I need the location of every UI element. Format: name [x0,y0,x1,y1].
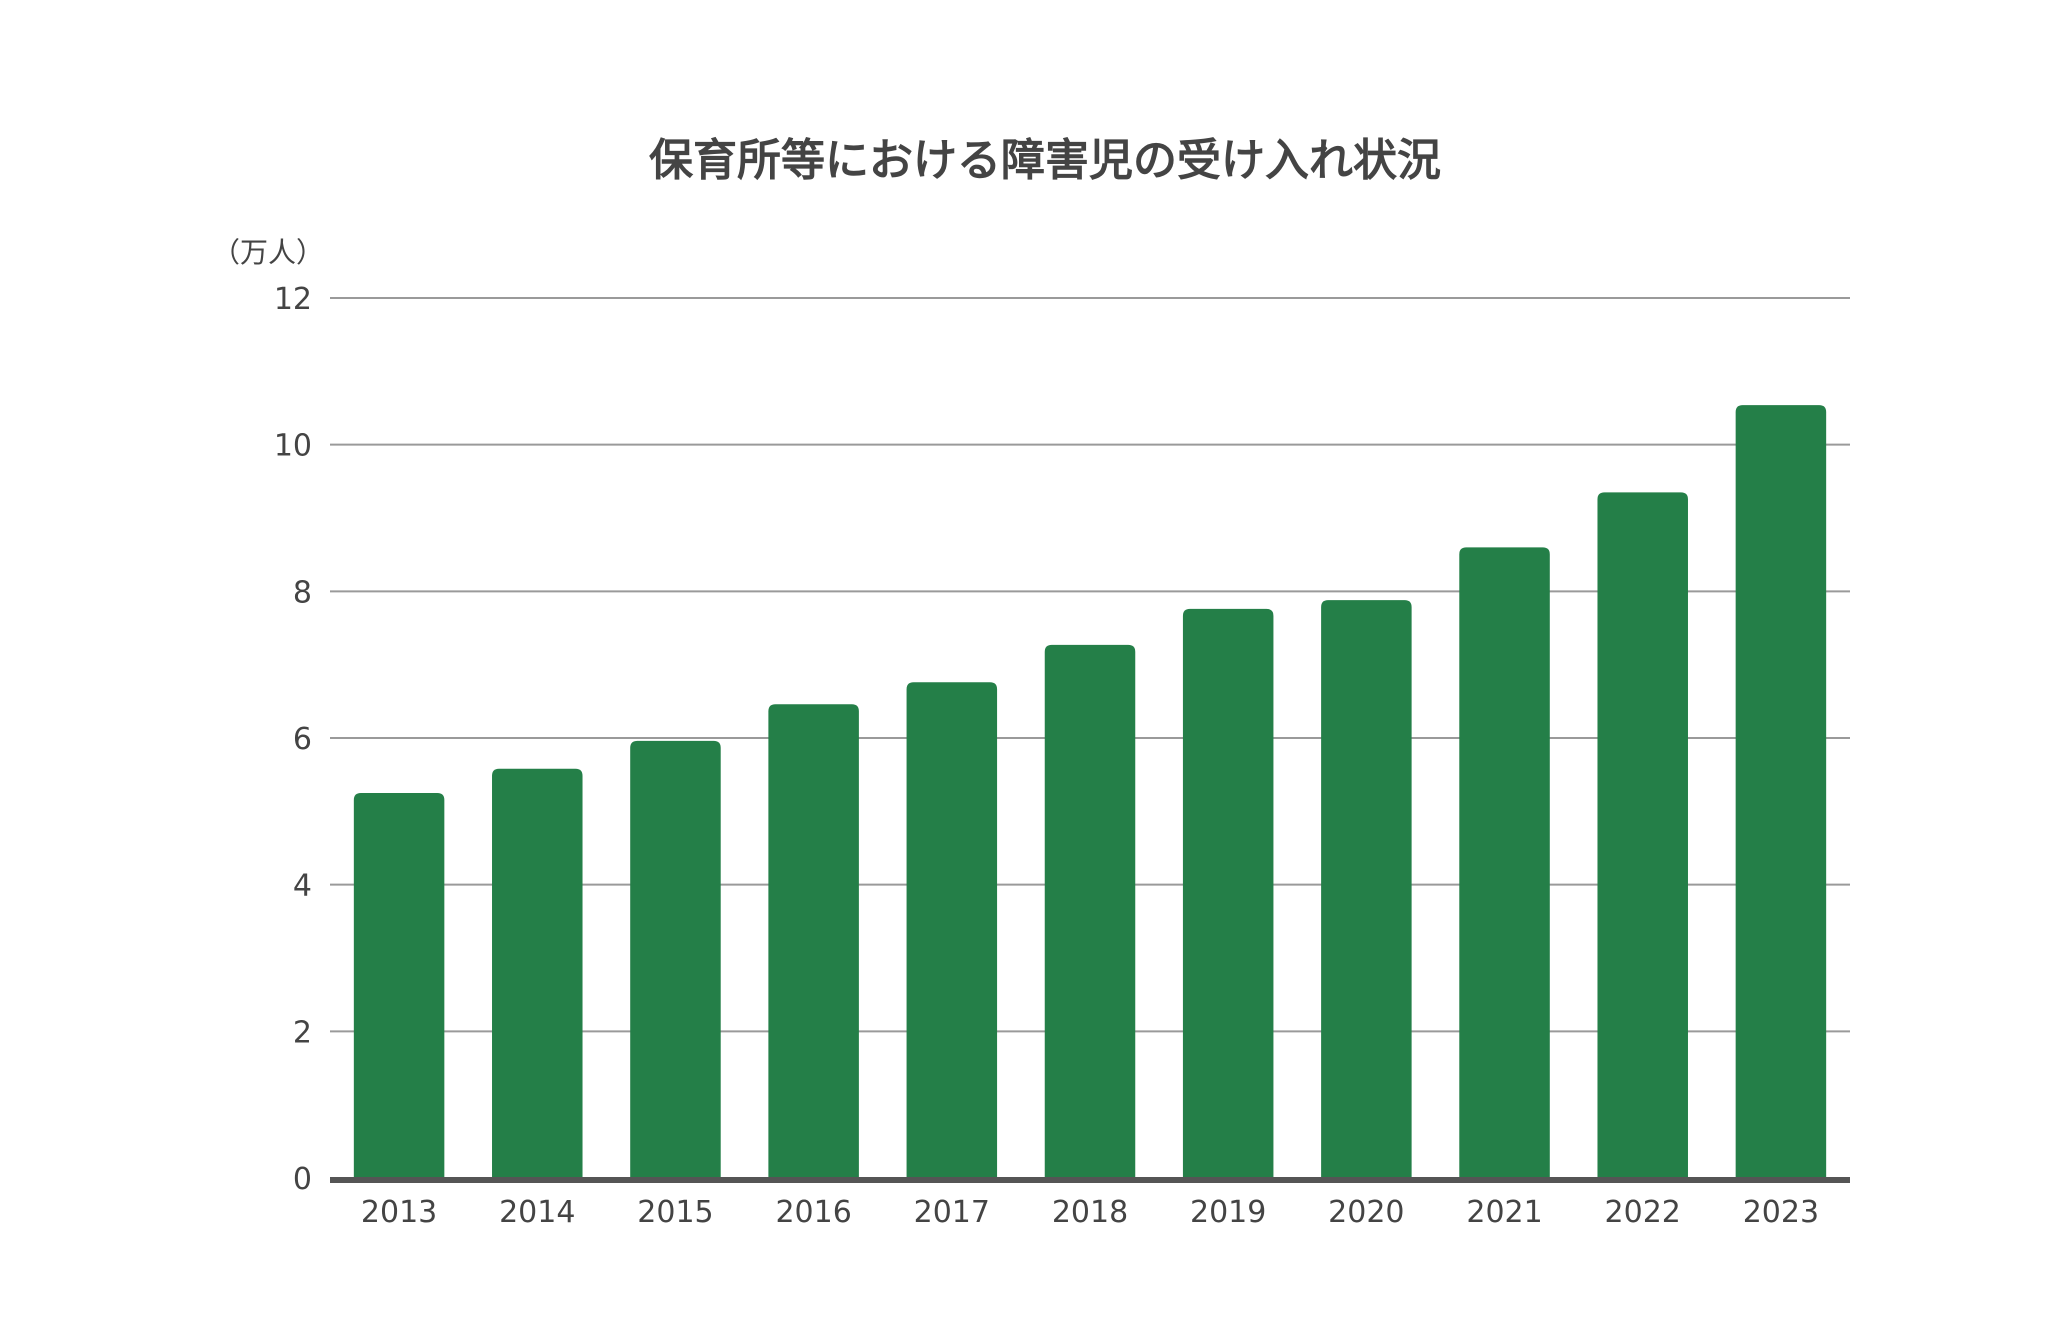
x-tick-label: 2021 [1466,1195,1542,1230]
y-tick-label: 4 [293,869,312,904]
y-tick-label: 2 [293,1015,312,1050]
y-tick-label: 10 [274,429,312,464]
bar-2013 [353,793,445,1178]
bar-2020 [1321,600,1412,1178]
x-tick-label: 2020 [1328,1195,1404,1230]
x-tick-label: 2014 [499,1195,575,1230]
bar-2016 [768,704,859,1178]
bar-2017 [906,682,998,1178]
y-tick-label: 0 [293,1162,312,1197]
y-tick-label: 8 [293,575,312,610]
bar-2014 [492,768,583,1178]
y-axis-unit-label: （万人） [212,236,324,269]
bar-2022 [1597,492,1688,1178]
chart-title: 保育所等における障害児の受け入れ状況 [649,135,1441,186]
y-tick-label: 6 [293,722,312,757]
x-tick-label: 2013 [361,1195,437,1230]
bar-2015 [630,740,721,1178]
x-axis-tick-labels: 2013 2014 2015 2016 2017 2018 2019 2020 2021 2022… [361,1195,1819,1230]
bar-2023 [1735,405,1827,1179]
x-tick-label: 2018 [1052,1195,1128,1230]
y-tick-label: 12 [274,282,312,317]
bar-2018 [1044,644,1136,1178]
bars [353,405,1827,1179]
x-tick-label: 2017 [914,1195,990,1230]
bar-2021 [1459,547,1550,1178]
x-tick-label: 2016 [775,1195,851,1230]
x-tick-label: 2019 [1190,1195,1266,1230]
y-axis-tick-labels: 0 2 4 6 8 10 12 [274,282,312,1197]
x-tick-label: 2023 [1743,1195,1819,1230]
x-tick-label: 2022 [1605,1195,1681,1230]
x-tick-label: 2015 [637,1195,713,1230]
bar-2019 [1182,608,1274,1178]
